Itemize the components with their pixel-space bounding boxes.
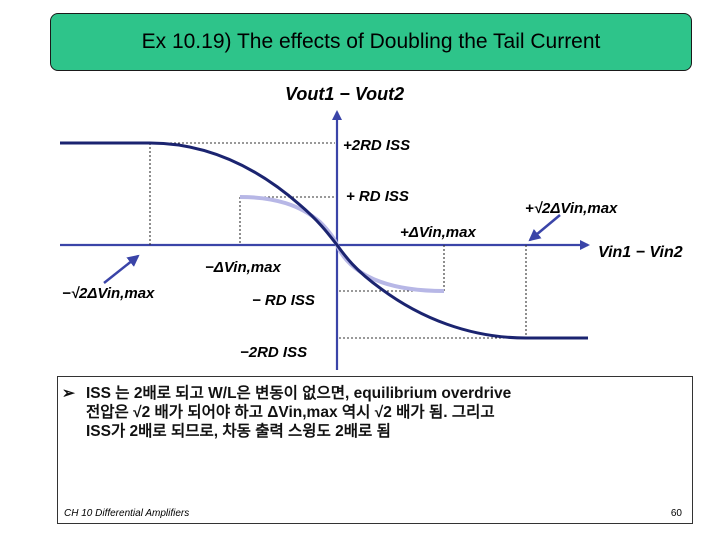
slide-title: Ex 10.19) The effects of Doubling the Ta… bbox=[141, 30, 601, 53]
label-pos-rd-iss: + RD ISS bbox=[346, 188, 409, 205]
bullet-arrow-icon: ➢ bbox=[62, 385, 75, 402]
label-neg-dv: −ΔVin,max bbox=[205, 259, 281, 276]
label-neg-sqrt2-dv: −√2ΔVin,max bbox=[62, 285, 155, 302]
footer-page-number: 60 bbox=[670, 508, 682, 519]
label-neg-2rd-iss: −2RD ISS bbox=[240, 344, 307, 361]
label-pos-sqrt2-dv: +√2ΔVin,max bbox=[525, 200, 618, 217]
label-y-axis: Vout1 − Vout2 bbox=[285, 84, 404, 104]
label-pos-dv: +ΔVin,max bbox=[400, 224, 476, 241]
arrow-neg-sqrt2 bbox=[103, 254, 140, 284]
note-line-1: ISS 는 2배로 되고 W/L은 변동이 없으면, equilibrium o… bbox=[86, 385, 512, 402]
label-x-axis: Vin1 − Vin2 bbox=[598, 244, 683, 261]
curve-doubled bbox=[60, 141, 588, 340]
footer-course: CH 10 Differential Amplifiers bbox=[64, 508, 190, 519]
note-line-2: 전압은 √2 배가 되어야 하고 ΔVin,max 역시 √2 배가 됨. 그리… bbox=[86, 404, 495, 421]
label-neg-rd-iss: − RD ISS bbox=[252, 292, 315, 309]
dotted-guides bbox=[149, 142, 527, 339]
note-line-3: ISS가 2배로 되므로, 차동 출력 스윙도 2배로 됨 bbox=[86, 423, 391, 440]
content-frame bbox=[57, 376, 693, 524]
label-pos-2rd-iss: +2RD ISS bbox=[343, 137, 410, 154]
slide-title-box: Ex 10.19) The effects of Doubling the Ta… bbox=[50, 13, 692, 71]
arrow-pos-sqrt2 bbox=[528, 214, 561, 242]
